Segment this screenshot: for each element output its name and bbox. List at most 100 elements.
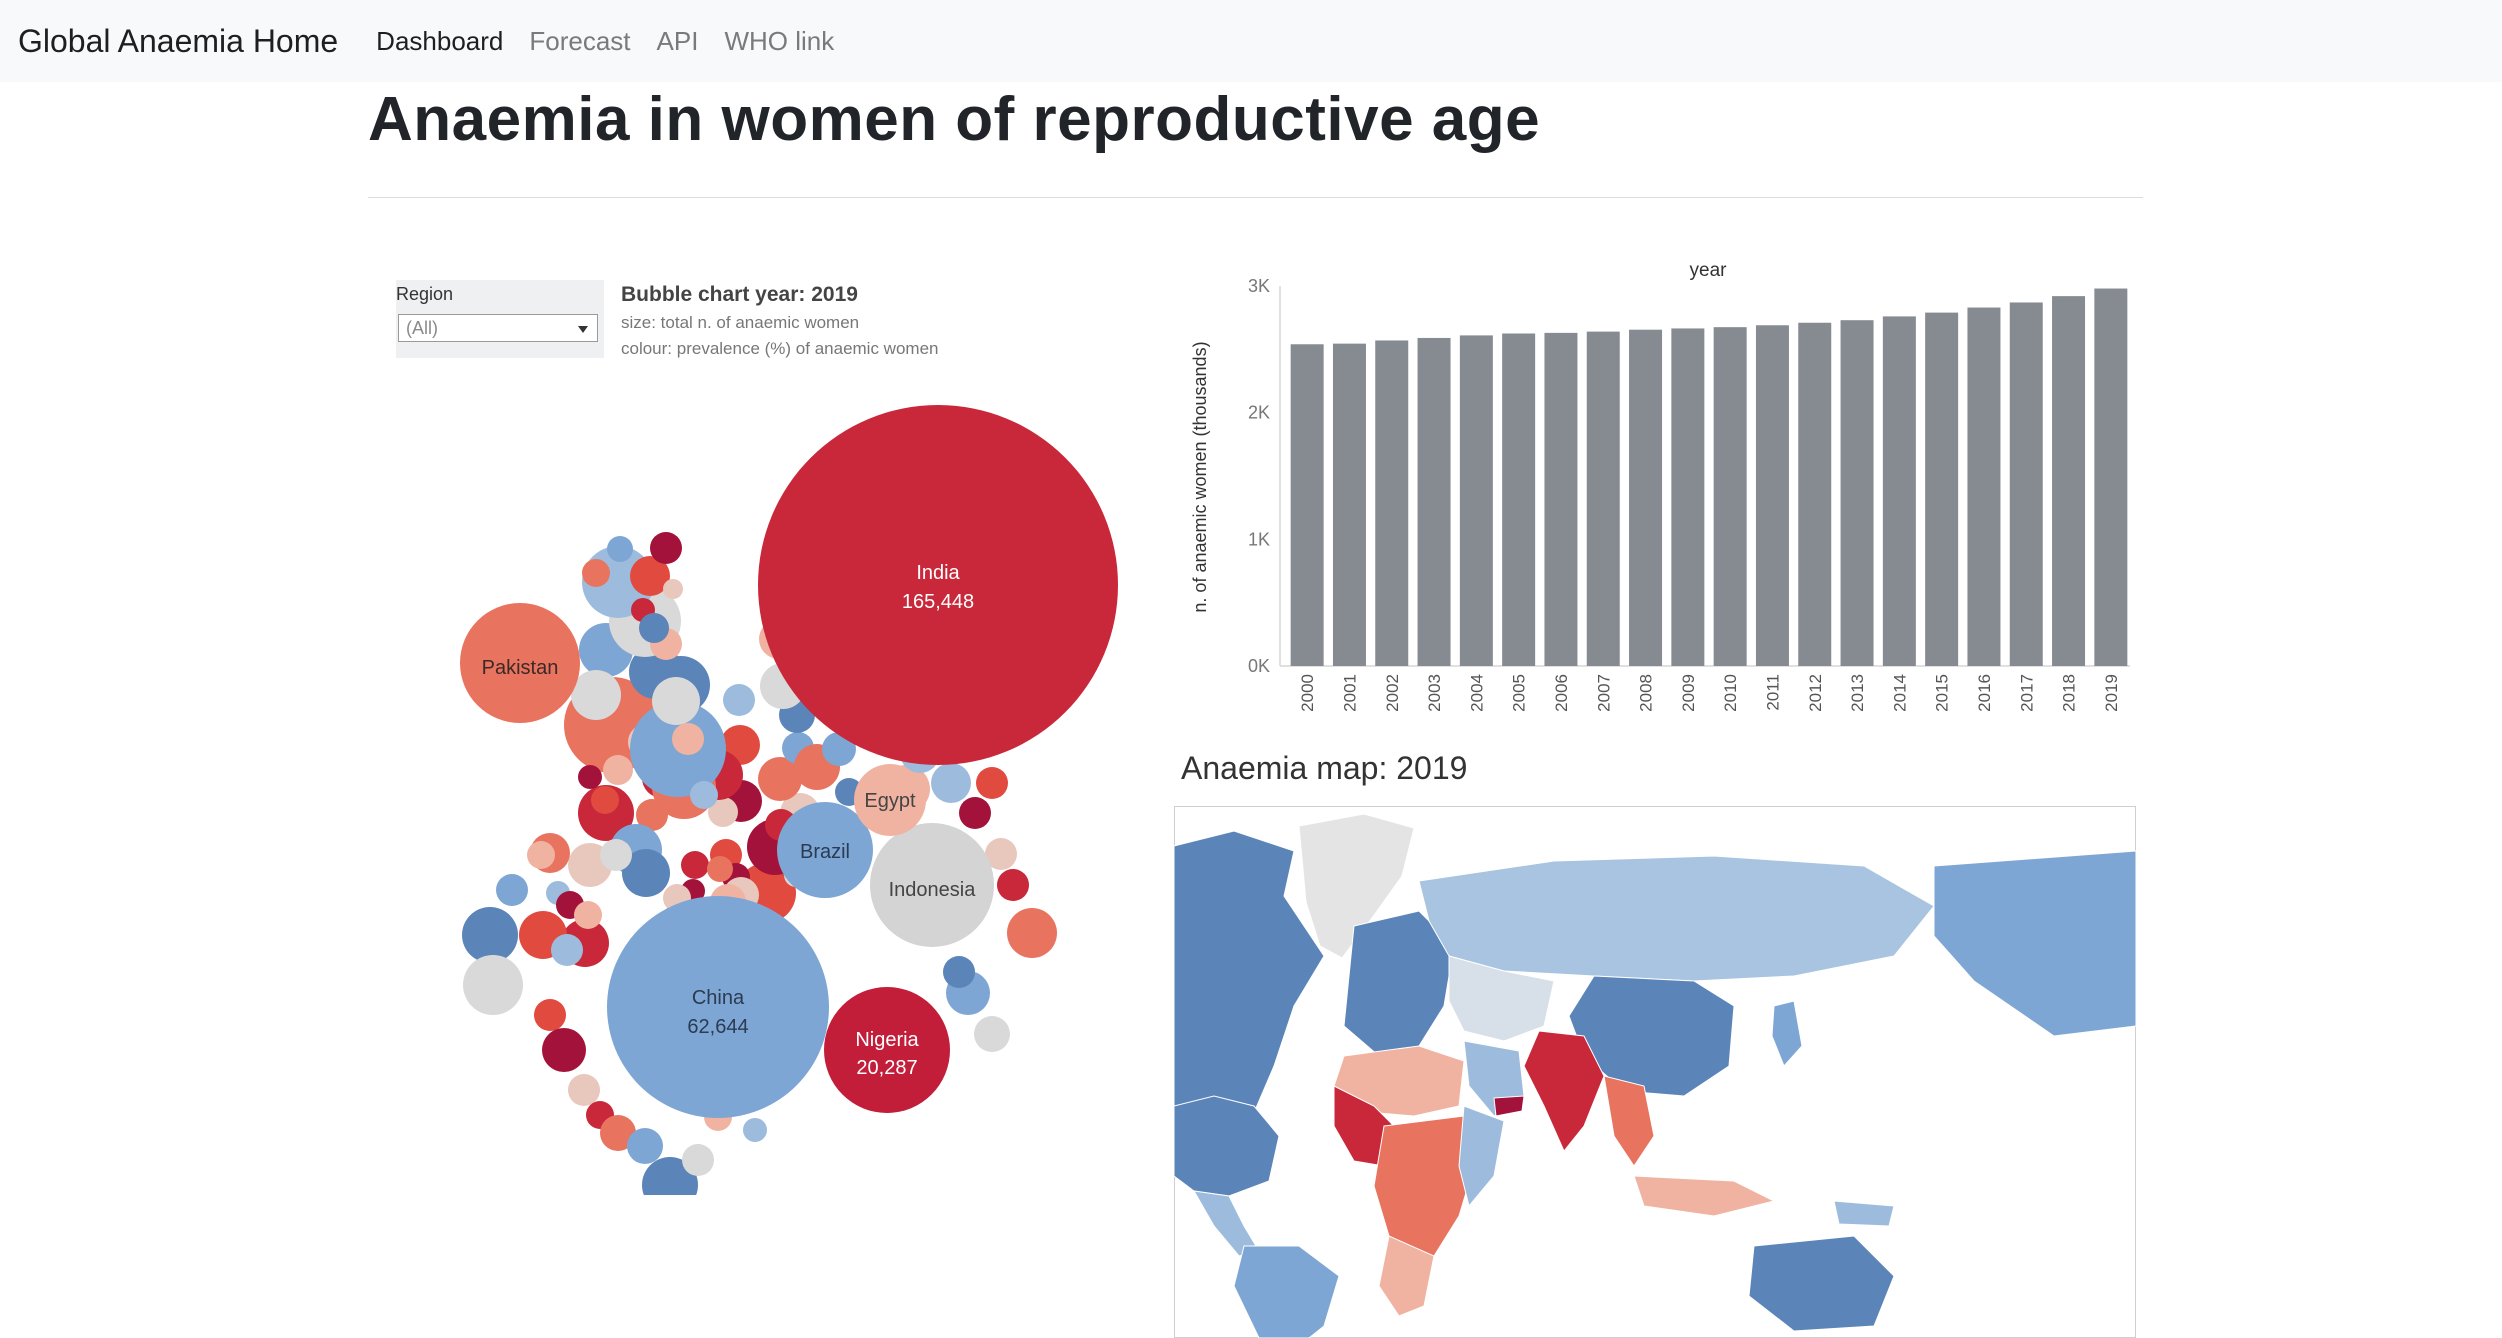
y-tick-label: 3K [1248,276,1270,296]
map-region-greenland [1298,813,1415,959]
bubble-country[interactable] [723,684,755,716]
bubble-country[interactable] [578,765,602,789]
brand-link[interactable]: Global Anaemia Home [18,22,339,59]
bubble-country[interactable] [463,955,523,1015]
map-region-indonesia [1633,1175,1776,1217]
bubble-country[interactable] [663,579,683,599]
bubble-size-note: size: total n. of anaemic women [621,313,860,332]
bubble-country[interactable] [639,613,669,643]
bar-2001[interactable] [1332,343,1366,666]
nav-dashboard[interactable]: Dashboard [376,25,504,56]
bubble-country[interactable] [607,536,633,562]
bubble-chart[interactable]: India 165,448 China 62,644 Nigeria 20,28… [440,395,1180,1195]
bubble-country[interactable] [682,1144,714,1176]
bubble-country[interactable] [462,907,518,963]
bubble-colour-note: colour: prevalence (%) of anaemic women [621,339,939,358]
bar-2006[interactable] [1544,332,1578,666]
bar-2002[interactable] [1375,340,1409,666]
bubble-country[interactable] [600,1115,636,1151]
bubble-country[interactable] [534,999,566,1031]
bar-2011[interactable] [1755,325,1789,666]
bubble-india[interactable] [758,405,1118,765]
bubble-pakistan[interactable] [460,603,580,723]
bubble-country[interactable] [582,559,610,587]
map-region-japan [1771,1000,1803,1067]
x-tick-label: 2015 [1933,674,1952,712]
bar-2014[interactable] [1882,316,1916,666]
bar-2004[interactable] [1459,335,1493,666]
bubble-india-name: India [916,562,960,584]
bar-2013[interactable] [1840,320,1874,666]
bubble-nigeria-value: 20,287 [856,1057,917,1079]
bubble-country[interactable] [630,556,670,596]
region-select[interactable]: (All) [398,314,598,342]
bubble-indonesia[interactable] [870,823,994,947]
bubble-country[interactable] [551,934,583,966]
bar-chart-title: year [1690,260,1728,281]
bar-2000[interactable] [1290,344,1324,666]
bubble-country[interactable] [758,757,802,801]
bubble-country[interactable] [542,1028,586,1072]
bubble-country[interactable] [707,856,733,882]
bubble-country[interactable] [708,797,738,827]
x-tick-label: 2009 [1679,674,1698,712]
chevron-down-icon[interactable] [578,326,588,333]
bar-2003[interactable] [1417,337,1451,666]
bubble-country[interactable] [591,786,619,814]
bubble-country[interactable] [574,901,602,929]
page-title: Anaemia in women of reproductive age [368,85,1541,154]
bubble-brazil[interactable] [777,802,873,898]
bar-2010[interactable] [1713,327,1747,666]
bubble-country[interactable] [568,1074,600,1106]
bar-2016[interactable] [1967,307,2001,666]
bar-2017[interactable] [2009,302,2043,666]
bubble-country[interactable] [681,851,709,879]
bubble-country[interactable] [931,763,971,803]
map-region-south-america [1233,1245,1340,1338]
bubble-egypt[interactable] [854,764,926,836]
bubble-country[interactable] [943,956,975,988]
bar-2012[interactable] [1798,322,1832,666]
world-map[interactable] [1174,806,2136,1338]
bubble-nigeria[interactable] [824,987,950,1113]
nav-who-link[interactable]: WHO link [724,25,835,56]
map-region-south-africa [1378,1235,1435,1317]
bubble-country[interactable] [600,839,632,871]
bubble-china-name: China [692,987,745,1009]
nav-forecast[interactable]: Forecast [529,25,631,56]
bubble-country[interactable] [959,797,991,829]
bubble-china[interactable] [607,896,829,1118]
bubble-country[interactable] [627,1128,663,1164]
bubble-country[interactable] [527,841,555,869]
bar-2008[interactable] [1629,329,1663,666]
map-region-papua [1833,1200,1895,1227]
bar-2018[interactable] [2052,296,2086,666]
bar-2007[interactable] [1586,331,1620,666]
nav-api[interactable]: API [656,25,699,56]
bubble-country[interactable] [1007,908,1057,958]
bar-2015[interactable] [1925,312,1959,666]
bubble-country[interactable] [690,781,718,809]
bubble-country[interactable] [672,723,704,755]
bubble-country[interactable] [974,1016,1010,1052]
bubble-country[interactable] [496,874,528,906]
y-tick-label: 2K [1248,403,1270,423]
map-region-usa [1174,1095,1280,1197]
region-filter-label: Region [396,284,454,304]
bubble-country[interactable] [571,670,621,720]
bubble-country[interactable] [976,767,1008,799]
bubble-country[interactable] [650,532,682,564]
bubble-country[interactable] [743,1118,767,1142]
bubble-country[interactable] [997,869,1029,901]
x-tick-label: 2016 [1975,674,1994,712]
bubble-indonesia-name: Indonesia [889,879,977,901]
bar-2019[interactable] [2094,288,2128,666]
bubble-country[interactable] [622,849,670,897]
bubble-country[interactable] [652,677,700,725]
bar-2009[interactable] [1671,328,1705,666]
bubble-country[interactable] [985,838,1017,870]
bubble-country[interactable] [603,755,633,785]
bubble-group-small [462,532,1057,1195]
bar-2005[interactable] [1502,333,1536,667]
x-tick-label: 2006 [1552,674,1571,712]
